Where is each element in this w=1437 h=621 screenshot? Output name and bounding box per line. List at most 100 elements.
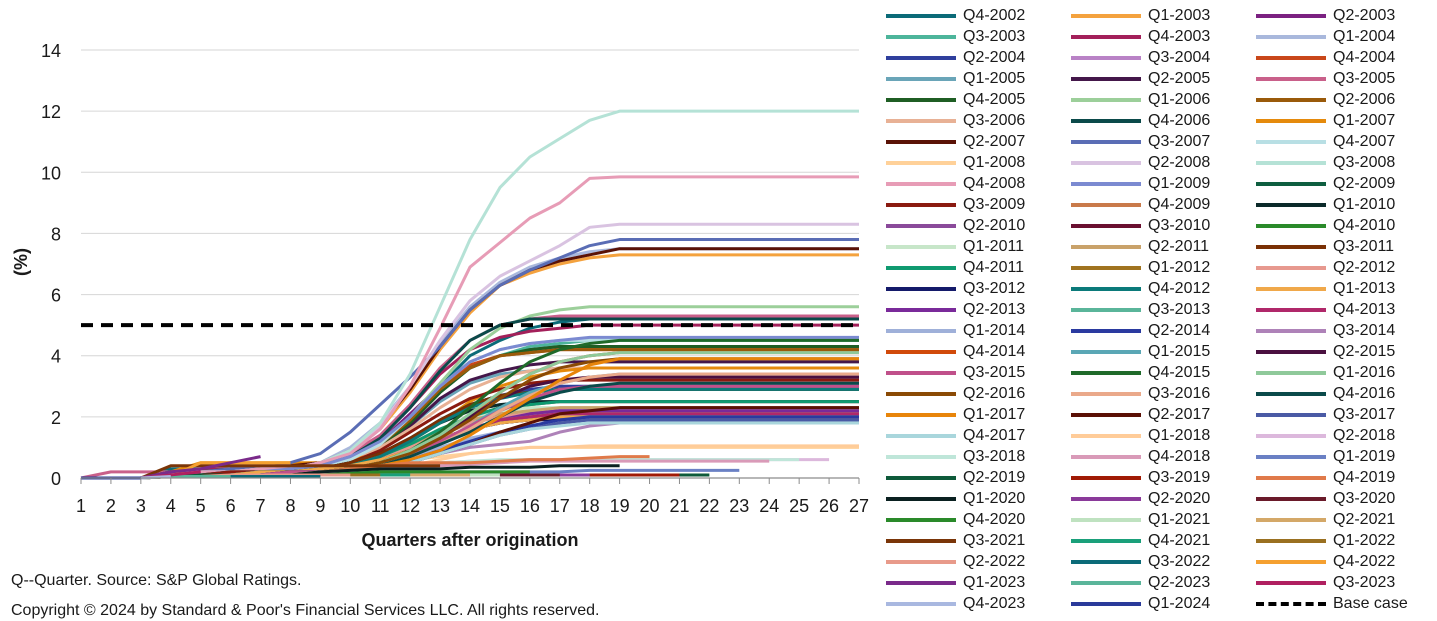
legend-label: Q4-2019 [1333,468,1396,486]
legend-swatch [886,118,956,123]
legend-swatch [886,391,956,396]
legend-label: Q3-2021 [963,531,1026,549]
y-tick-label: 12 [41,102,61,122]
legend-item: Q4-2005 [886,89,1025,110]
legend-swatch [1071,223,1141,228]
x-tick-label: 23 [729,496,749,516]
legend-swatch [1071,601,1141,606]
legend-swatch [886,580,956,585]
legend-swatch [1256,475,1326,480]
legend-label: Q2-2017 [1148,405,1211,423]
legend-swatch [886,223,956,228]
legend-item: Q4-2022 [1256,551,1395,572]
legend-label: Q3-2008 [1333,153,1396,171]
legend-item: Q1-2005 [886,68,1025,89]
x-tick-label: 1 [76,496,86,516]
legend-item: Q1-2003 [1071,5,1210,26]
x-tick-label: 11 [371,496,390,516]
legend-swatch [886,34,956,39]
legend-item: Q3-2019 [1071,467,1210,488]
legend-swatch [1256,139,1326,144]
legend-label: Q3-2014 [1333,321,1396,339]
legend-item: Q1-2011 [886,236,1024,257]
legend-swatch [1256,601,1326,606]
legend-item: Q3-2010 [1071,215,1210,236]
legend-swatch [1071,412,1141,417]
legend-swatch [1256,223,1326,228]
legend-label: Q4-2005 [963,90,1026,108]
source-note: Q--Quarter. Source: S&P Global Ratings. [11,572,302,589]
legend-swatch [1256,13,1326,18]
legend-item: Q2-2008 [1071,152,1210,173]
legend-label: Q4-2022 [1333,552,1396,570]
legend-label: Q1-2020 [963,489,1026,507]
x-tick-label: 12 [400,496,420,516]
legend-item: Q2-2006 [1256,89,1395,110]
legend-item: Q1-2014 [886,320,1025,341]
x-tick-label: 17 [550,496,570,516]
legend-item: Q3-2005 [1256,68,1395,89]
legend-label: Q4-2009 [1148,195,1211,213]
legend-item: Q2-2023 [1071,572,1210,593]
legend-swatch [1071,160,1141,165]
legend-label: Q1-2012 [1148,258,1211,276]
legend-item: Q2-2012 [1256,257,1395,278]
legend-item: Q2-2004 [886,47,1025,68]
legend-item: Q3-2020 [1256,488,1395,509]
legend-label: Q2-2020 [1148,489,1211,507]
legend-item: Q1-2013 [1256,278,1395,299]
legend-swatch [1071,496,1141,501]
legend-label: Q2-2004 [963,48,1026,66]
legend-label: Q1-2023 [963,573,1026,591]
legend-item: Q1-2009 [1071,173,1210,194]
legend-label: Q3-2020 [1333,489,1396,507]
legend-label: Q2-2019 [963,468,1026,486]
legend-swatch [1256,118,1326,123]
legend-label: Q4-2010 [1333,216,1396,234]
legend-item: Q1-2019 [1256,446,1395,467]
legend-swatch [886,454,956,459]
legend-swatch [886,349,956,354]
legend-label: Q1-2019 [1333,447,1396,465]
legend-item: Q3-2008 [1256,152,1395,173]
legend-label: Q4-2016 [1333,384,1396,402]
x-tick-label: 26 [819,496,839,516]
x-tick-label: 21 [669,496,689,516]
legend-swatch [1071,286,1141,291]
x-tick-label: 15 [490,496,510,516]
x-tick-label: 4 [166,496,176,516]
legend-swatch [886,517,956,522]
legend-swatch [1256,97,1326,102]
legend-label: Q4-2006 [1148,111,1211,129]
legend-item: Q1-2004 [1256,26,1395,47]
legend-item: Q1-2007 [1256,110,1395,131]
legend-item: Q4-2010 [1256,215,1395,236]
series-line-q4-2008 [81,175,859,480]
legend-label: Q1-2016 [1333,363,1396,381]
y-tick-label: 2 [51,408,61,428]
legend-label: Q3-2016 [1148,384,1211,402]
legend: Q4-2002 Q1-2003 Q2-2003 Q3-2003 Q4-2003 Q1-20… [886,5,1437,617]
x-tick-label: 6 [226,496,236,516]
legend-label: Q2-2014 [1148,321,1211,339]
legend-swatch [1256,244,1326,249]
legend-swatch [1256,538,1326,543]
legend-label: Q1-2011 [963,237,1025,255]
legend-swatch [1071,370,1141,375]
legend-item: Q1-2021 [1071,509,1210,530]
legend-swatch [886,244,956,249]
x-tick-label: 7 [256,496,266,516]
y-tick-label: 0 [51,469,61,489]
legend-label: Q4-2015 [1148,363,1211,381]
legend-swatch [1071,580,1141,585]
legend-item: Q1-2020 [886,488,1025,509]
legend-label: Q4-2020 [963,510,1026,528]
legend-label: Q1-2006 [1148,90,1211,108]
legend-item: Q1-2022 [1256,530,1395,551]
legend-label: Q2-2010 [963,216,1026,234]
legend-swatch [1071,307,1141,312]
legend-item: Q4-2014 [886,341,1025,362]
legend-swatch [1256,55,1326,60]
legend-label: Q2-2011 [1148,237,1210,255]
legend-label: Q4-2002 [963,6,1026,24]
